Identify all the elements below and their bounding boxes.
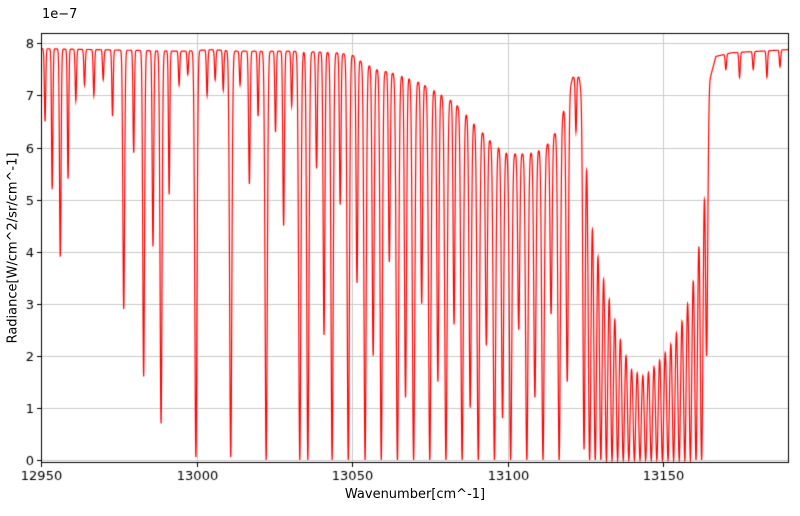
- x-axis-label: Wavenumber[cm^-1]: [344, 487, 486, 502]
- y-axis-offset-label: 1e−7: [42, 7, 78, 22]
- y-axis-label: Radiance[W/cm^2/sr/cm^-1]: [5, 152, 21, 344]
